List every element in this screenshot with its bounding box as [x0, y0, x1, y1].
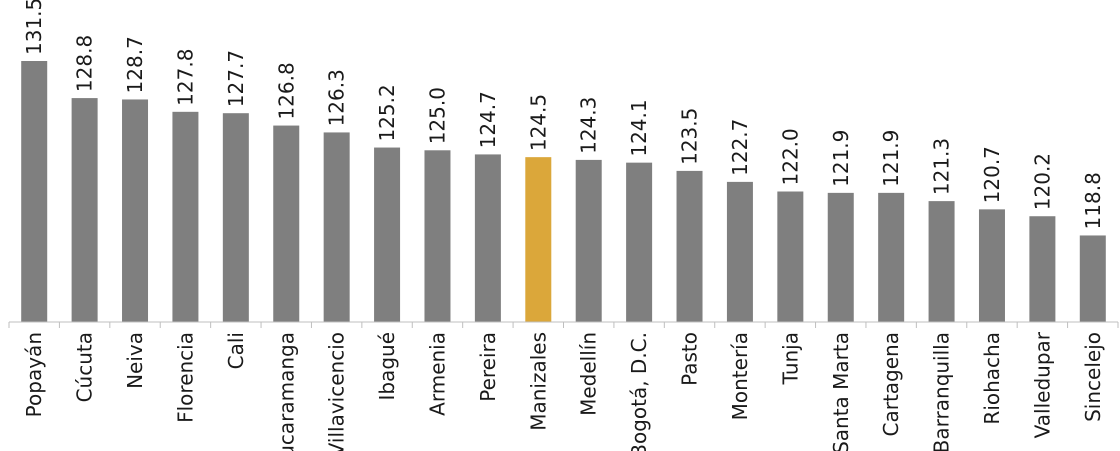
category-label: Florencia [173, 332, 197, 423]
value-label: 120.2 [1030, 153, 1054, 210]
value-label: 127.7 [224, 50, 248, 107]
value-labels-group: 131.5 128.8 128.7 127.8 127.7 126.8 126.3 125.2… [22, 0, 1105, 229]
value-label: 124.5 [526, 94, 550, 151]
bar-santa-marta [827, 192, 854, 322]
bars-group [21, 61, 1106, 322]
value-label: 123.5 [678, 108, 702, 165]
bar-valledupar [1029, 216, 1056, 322]
bar-bucaramanga [273, 125, 300, 322]
bar-florencia [172, 111, 199, 322]
category-label: Santa Marta [829, 332, 853, 451]
value-label: 126.3 [325, 69, 349, 126]
value-label: 124.7 [476, 91, 500, 148]
bar-medellín [575, 159, 602, 322]
category-label: Montería [728, 332, 752, 420]
bar-sincelejo [1079, 235, 1106, 322]
category-label: Villavicencio [325, 332, 349, 451]
x-axis-ticks [8, 322, 1119, 328]
category-label: Cali [224, 332, 248, 369]
value-label: 127.8 [173, 49, 197, 106]
category-label: Tunja [778, 332, 802, 385]
value-label: 125.0 [425, 87, 449, 144]
category-label: Pasto [678, 332, 702, 386]
category-label: Armenia [425, 332, 449, 416]
value-label: 121.9 [829, 130, 853, 187]
value-label: 128.8 [73, 35, 97, 92]
bar-cartagena [878, 192, 905, 322]
category-label: Sincelejo [1081, 332, 1105, 422]
bar-barranquilla [928, 201, 955, 322]
value-label: 122.7 [728, 119, 752, 176]
value-label: 118.8 [1081, 172, 1105, 229]
bar-cali [222, 113, 249, 322]
bar-manizales [525, 157, 552, 322]
value-label: 121.3 [930, 138, 954, 195]
value-label: 124.3 [577, 97, 601, 154]
category-label: Popayán [22, 332, 46, 417]
category-label: Medellín [577, 332, 601, 416]
bar-villavicencio [323, 132, 350, 322]
category-label: Cúcuta [73, 332, 97, 402]
bar-tunja [777, 191, 804, 322]
bar-ibagué [374, 147, 401, 322]
bar-riohacha [978, 209, 1005, 322]
bar-pereira [474, 154, 501, 322]
category-label: Valledupar [1030, 331, 1054, 438]
bar-bogotá-d-c- [626, 162, 653, 322]
category-label: Ibagué [375, 332, 399, 401]
category-label: Pereira [476, 332, 500, 402]
bar-armenia [424, 150, 451, 322]
category-labels-group: Popayán Cúcuta Neiva Florencia Cali Bucaraman… [22, 331, 1105, 451]
value-label: 121.9 [879, 130, 903, 187]
value-label: 125.2 [375, 84, 399, 141]
value-label: 131.5 [22, 0, 46, 55]
category-label: Manizales [526, 332, 550, 431]
category-label: Barranquilla [930, 332, 954, 451]
value-label: 120.7 [980, 146, 1004, 203]
bar-cúcuta [71, 98, 98, 322]
category-label: Bucaramanga [274, 332, 298, 451]
bar-neiva [122, 99, 149, 322]
category-label: Bogotá, D.C. [627, 332, 651, 451]
value-label: 126.8 [274, 62, 298, 119]
bar-montería [726, 181, 753, 322]
value-label: 122.0 [778, 128, 802, 185]
value-label: 128.7 [123, 36, 147, 93]
bar-pasto [676, 170, 703, 322]
category-label: Neiva [123, 332, 147, 389]
value-label: 124.1 [627, 99, 651, 156]
category-label: Riohacha [980, 332, 1004, 425]
category-label: Cartagena [879, 332, 903, 436]
bar-popayán [21, 61, 48, 322]
